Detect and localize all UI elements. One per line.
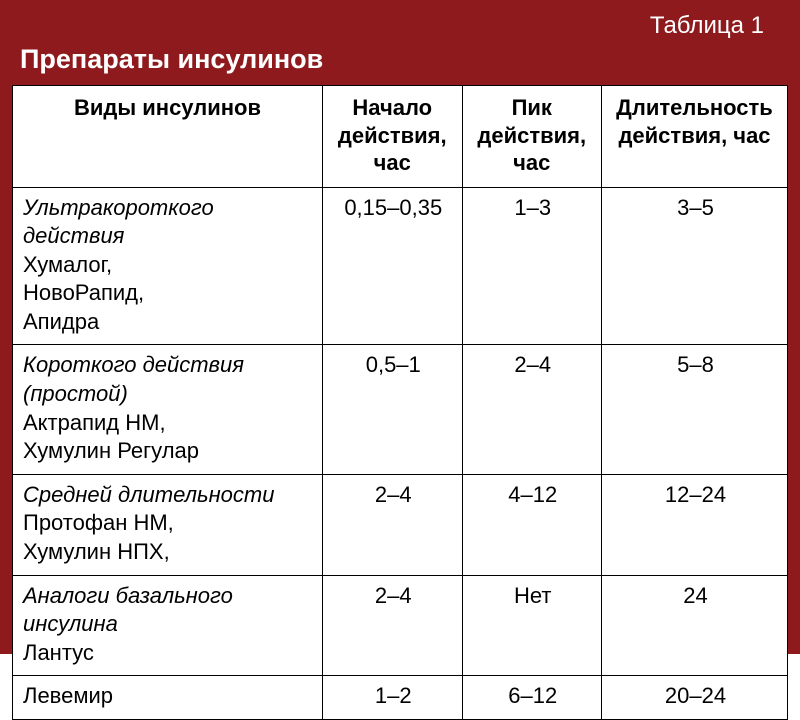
cell-duration: 24: [602, 575, 788, 676]
cell-peak: 6–12: [462, 676, 602, 720]
cell-duration: 12–24: [602, 474, 788, 575]
col-header-types: Виды инсулинов: [13, 86, 323, 188]
insulin-table: Виды инсулинов Начало действия, час Пик …: [12, 85, 788, 720]
col-header-duration: Длительность действия, час: [602, 86, 788, 188]
cell-onset: 1–2: [323, 676, 463, 720]
insulin-drug-name: Протофан НМ,: [23, 509, 314, 538]
insulin-drug-name: Актрапид НМ,: [23, 409, 314, 438]
cell-insulin-type: Короткого действия (простой)Актрапид НМ,…: [13, 345, 323, 474]
table-header-row: Виды инсулинов Начало действия, час Пик …: [13, 86, 788, 188]
insulin-category: Аналоги базального инсулина: [23, 582, 314, 639]
table-container: Виды инсулинов Начало действия, час Пик …: [12, 85, 788, 720]
cell-insulin-type: Ультракороткого действияХумалог,НовоРапи…: [13, 187, 323, 345]
table-title: Препараты инсулинов: [20, 44, 788, 75]
insulin-drug-name: Хумулин НПХ,: [23, 538, 314, 567]
cell-duration: 3–5: [602, 187, 788, 345]
cell-onset: 0,5–1: [323, 345, 463, 474]
table-row: Левемир 1–26–1220–24: [13, 676, 788, 720]
cell-peak: 1–3: [462, 187, 602, 345]
cell-insulin-type: Средней длительностиПротофан НМ,Хумулин …: [13, 474, 323, 575]
cell-duration: 20–24: [602, 676, 788, 720]
cell-peak: Нет: [462, 575, 602, 676]
cell-onset: 0,15–0,35: [323, 187, 463, 345]
table-frame: Таблица 1 Препараты инсулинов Виды инсул…: [0, 0, 800, 654]
table-number-label: Таблица 1: [12, 12, 764, 40]
cell-duration: 5–8: [602, 345, 788, 474]
insulin-drug-name: Левемир: [23, 682, 314, 711]
insulin-drug-name: Хумулин Регулар: [23, 437, 314, 466]
col-header-peak: Пик действия, час: [462, 86, 602, 188]
insulin-drug-name: Лантус: [23, 639, 314, 668]
cell-onset: 2–4: [323, 575, 463, 676]
cell-insulin-type: Левемир: [13, 676, 323, 720]
cell-onset: 2–4: [323, 474, 463, 575]
insulin-drug-name: Апидра: [23, 308, 314, 337]
insulin-category: Ультракороткого действия: [23, 194, 314, 251]
insulin-drug-name: НовоРапид,: [23, 279, 314, 308]
table-row: Аналоги базального инсулинаЛантус2–4Нет2…: [13, 575, 788, 676]
insulin-drug-name: Хумалог,: [23, 251, 314, 280]
insulin-category: Средней длительности: [23, 481, 314, 510]
table-row: Средней длительностиПротофан НМ,Хумулин …: [13, 474, 788, 575]
cell-insulin-type: Аналоги базального инсулинаЛантус: [13, 575, 323, 676]
insulin-category: Короткого действия (простой): [23, 351, 314, 408]
table-row: Короткого действия (простой)Актрапид НМ,…: [13, 345, 788, 474]
cell-peak: 2–4: [462, 345, 602, 474]
table-row: Ультракороткого действияХумалог,НовоРапи…: [13, 187, 788, 345]
cell-peak: 4–12: [462, 474, 602, 575]
table-body: Ультракороткого действияХумалог,НовоРапи…: [13, 187, 788, 720]
col-header-onset: Начало действия, час: [323, 86, 463, 188]
